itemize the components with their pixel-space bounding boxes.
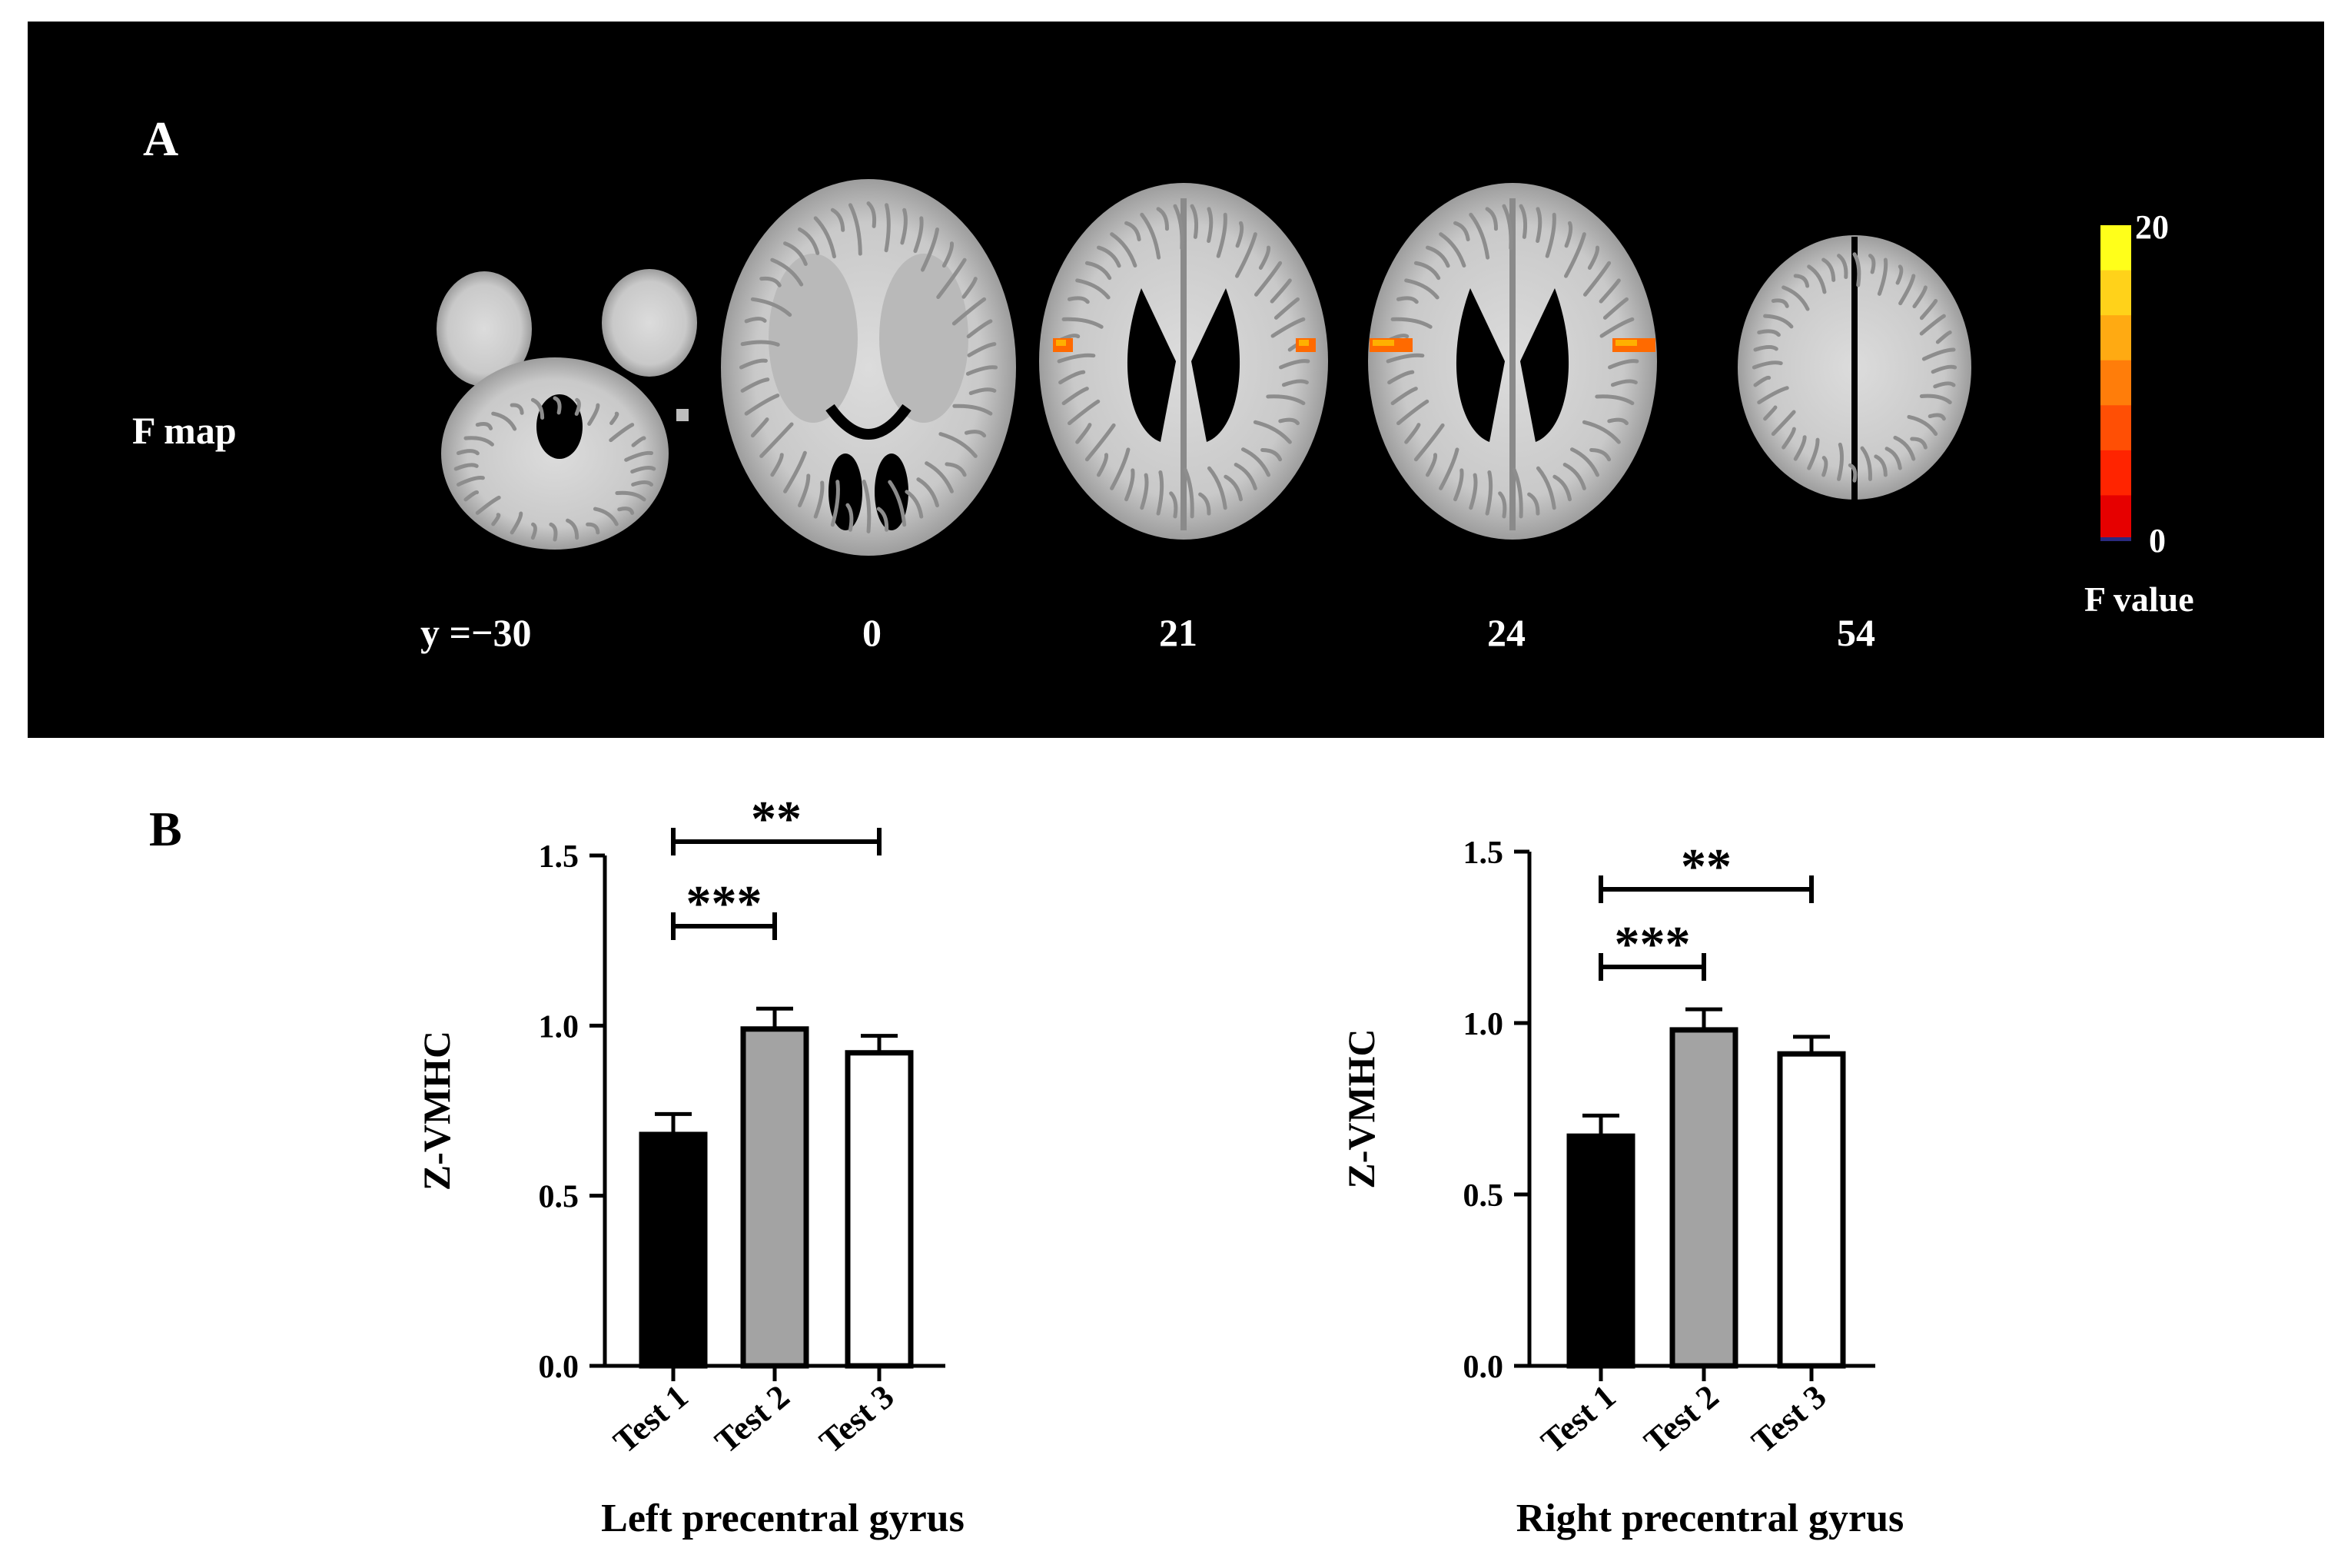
x-tick-label: Test 3	[812, 1377, 901, 1460]
significance-label: **	[1681, 839, 1732, 895]
colorbar-segment	[2100, 225, 2131, 271]
y-tick-label: 0.0	[1463, 1350, 1504, 1385]
y-tick-label: 0.5	[539, 1180, 579, 1215]
panel-a-label: A	[143, 111, 178, 166]
colorbar-min-label: 0	[2149, 522, 2166, 560]
y-tick-label: 1.5	[1463, 835, 1504, 871]
bar	[1566, 1133, 1635, 1369]
y-tick-label: 1.5	[539, 839, 579, 875]
significance-label: ***	[686, 875, 762, 932]
colorbar-max-label: 20	[2135, 208, 2169, 246]
colorbar-segment	[2100, 450, 2131, 497]
bar	[639, 1131, 708, 1369]
y-tick-label: 1.0	[539, 1009, 579, 1045]
colorbar-min-segment	[2100, 537, 2131, 541]
x-tick-label: Test 1	[1534, 1377, 1622, 1460]
colorbar-segment	[2100, 495, 2131, 541]
colorbar	[2100, 225, 2131, 541]
x-axis-label: Left precentral gyrus	[601, 1497, 965, 1540]
bar	[1669, 1027, 1738, 1369]
slice-label: 21	[1159, 611, 1197, 654]
bar	[740, 1026, 809, 1369]
slice-label: 54	[1837, 611, 1875, 654]
slice-label: 24	[1487, 611, 1526, 654]
slice-label: 0	[862, 611, 882, 654]
slice-label: y =−30	[420, 611, 531, 654]
y-axis-label: Z-VMHC	[415, 1031, 458, 1191]
x-tick-label: Test 2	[708, 1377, 796, 1460]
x-tick-label: Test 3	[1745, 1377, 1833, 1460]
y-axis-label: Z-VMHC	[1340, 1028, 1383, 1188]
x-axis-label: Right precentral gyrus	[1516, 1497, 1904, 1540]
colorbar-segment	[2100, 270, 2131, 317]
x-tick-label: Test 2	[1637, 1377, 1725, 1460]
y-tick-label: 1.0	[1463, 1007, 1504, 1042]
brain-slice	[437, 269, 697, 550]
bar	[1777, 1051, 1846, 1369]
colorbar-segment	[2100, 360, 2131, 407]
x-tick-label: Test 1	[606, 1377, 695, 1460]
brain-slice	[1039, 183, 1328, 540]
brain-slices	[437, 179, 1971, 556]
colorbar-segment	[2100, 405, 2131, 451]
f-map-label: F map	[132, 409, 237, 452]
brain-slice	[1368, 183, 1657, 540]
panel-b-label: B	[149, 802, 182, 856]
slice-labels: y =−30 0 21 24 54	[420, 611, 1875, 654]
bar	[845, 1050, 914, 1369]
y-tick-label: 0.5	[1463, 1178, 1504, 1214]
brain-slice	[721, 179, 1016, 556]
significance-label: **	[751, 791, 802, 847]
brain-slice	[1738, 235, 1971, 500]
y-tick-label: 0.0	[539, 1350, 579, 1385]
colorbar-title: F value	[2084, 580, 2194, 619]
significance-label: ***	[1615, 916, 1691, 972]
colorbar-segment	[2100, 315, 2131, 361]
